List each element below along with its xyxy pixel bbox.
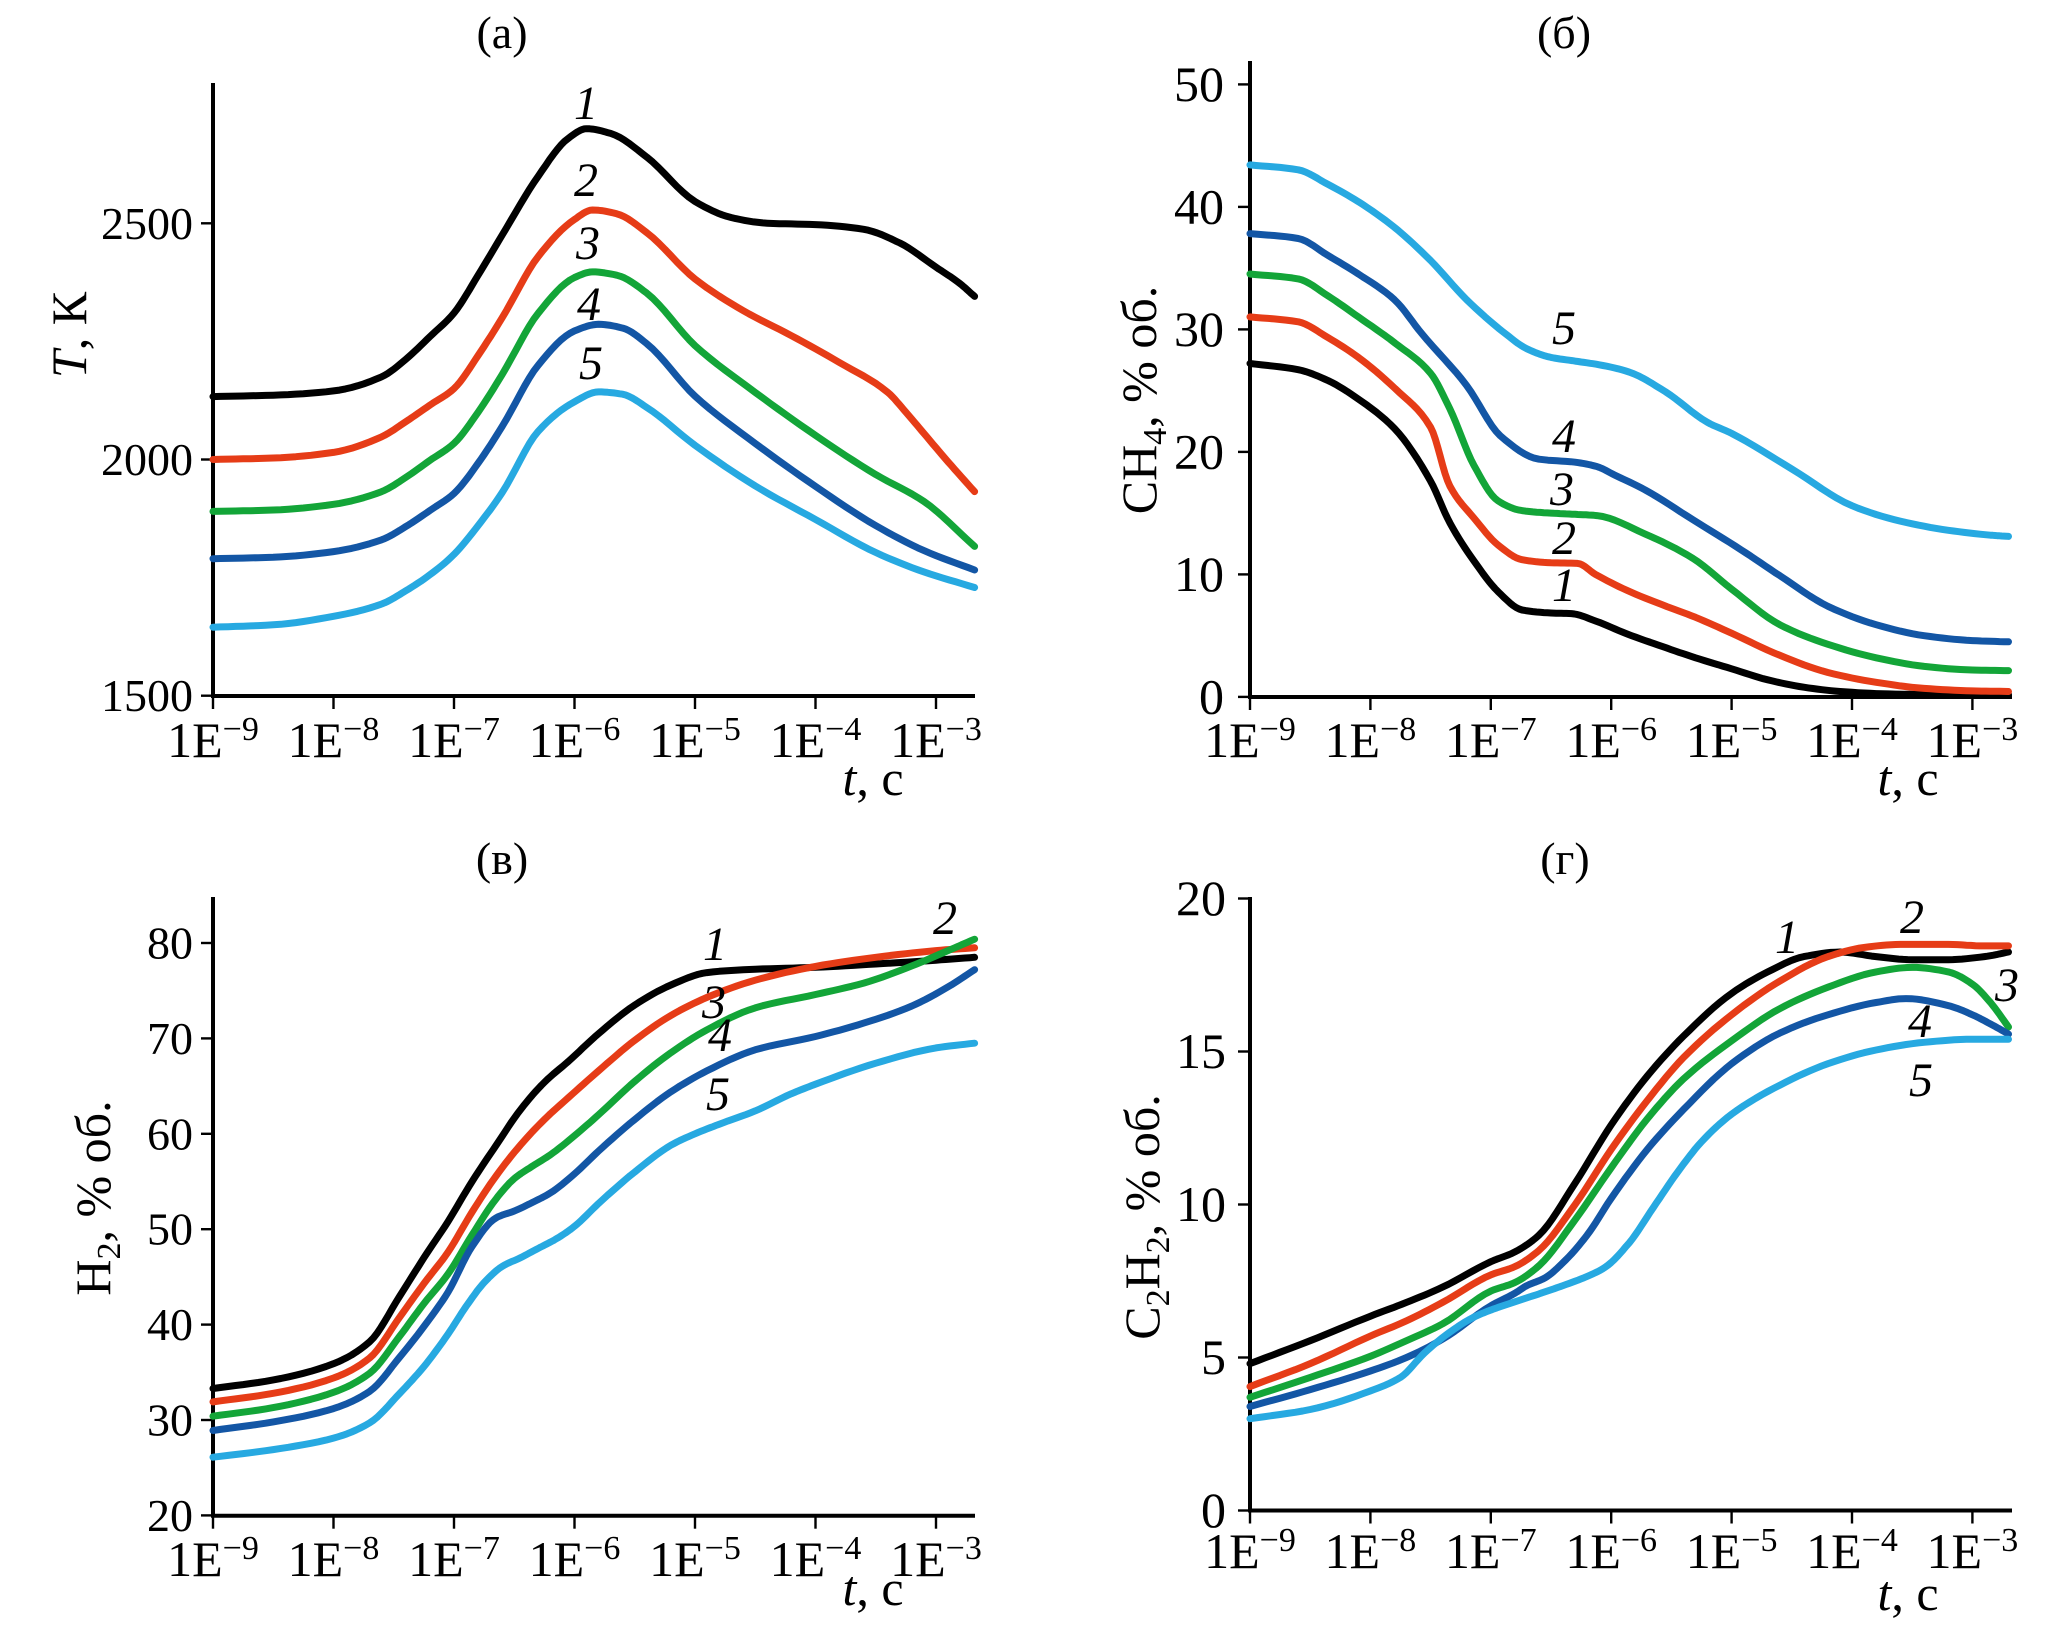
svg-text:1E−7: 1E−7 bbox=[408, 1530, 500, 1587]
svg-text:3: 3 bbox=[575, 217, 600, 270]
svg-text:10: 10 bbox=[1174, 546, 1224, 602]
svg-text:20: 20 bbox=[1174, 423, 1224, 479]
svg-text:5: 5 bbox=[1201, 1329, 1226, 1385]
svg-text:2: 2 bbox=[933, 892, 957, 945]
svg-text:1E−6: 1E−6 bbox=[1565, 1522, 1657, 1579]
svg-text:(б): (б) bbox=[1537, 7, 1591, 58]
svg-text:50: 50 bbox=[147, 1204, 193, 1255]
svg-text:T, К: T, К bbox=[41, 291, 97, 378]
svg-text:5: 5 bbox=[706, 1068, 730, 1121]
svg-text:1: 1 bbox=[703, 918, 727, 971]
svg-text:80: 80 bbox=[147, 918, 193, 969]
svg-text:4: 4 bbox=[1552, 410, 1576, 463]
svg-text:40: 40 bbox=[1174, 178, 1224, 234]
svg-text:t, с: t, с bbox=[842, 1560, 903, 1616]
svg-text:1E−4: 1E−4 bbox=[1806, 711, 1898, 768]
svg-text:(г): (г) bbox=[1540, 833, 1590, 884]
svg-text:2: 2 bbox=[1900, 891, 1924, 944]
svg-text:CH4, % об.: CH4, % об. bbox=[1111, 286, 1174, 515]
svg-text:3: 3 bbox=[1549, 463, 1574, 516]
svg-text:1E−7: 1E−7 bbox=[1445, 711, 1537, 768]
svg-text:1E−8: 1E−8 bbox=[1325, 711, 1417, 768]
svg-text:1500: 1500 bbox=[101, 670, 193, 721]
svg-text:5: 5 bbox=[579, 337, 603, 390]
svg-text:5: 5 bbox=[1909, 1054, 1933, 1107]
svg-text:60: 60 bbox=[147, 1108, 193, 1159]
svg-text:t, с: t, с bbox=[1877, 1565, 1938, 1621]
svg-text:0: 0 bbox=[1199, 668, 1224, 724]
svg-text:10: 10 bbox=[1176, 1176, 1226, 1232]
svg-text:2: 2 bbox=[574, 154, 598, 207]
svg-text:2500: 2500 bbox=[101, 198, 193, 249]
svg-text:1E−4: 1E−4 bbox=[1806, 1522, 1898, 1579]
svg-text:(а): (а) bbox=[476, 7, 527, 58]
svg-text:2: 2 bbox=[1552, 512, 1576, 565]
svg-text:50: 50 bbox=[1174, 56, 1224, 112]
svg-text:15: 15 bbox=[1176, 1023, 1226, 1079]
svg-text:1: 1 bbox=[574, 77, 598, 130]
svg-text:1: 1 bbox=[1552, 559, 1576, 612]
svg-text:0: 0 bbox=[1201, 1482, 1226, 1538]
svg-text:4: 4 bbox=[708, 1009, 732, 1062]
svg-text:30: 30 bbox=[1174, 301, 1224, 357]
svg-text:1E−5: 1E−5 bbox=[649, 1530, 741, 1587]
svg-text:t, с: t, с bbox=[842, 750, 903, 806]
svg-text:3: 3 bbox=[1994, 959, 2019, 1012]
svg-text:4: 4 bbox=[577, 278, 601, 331]
svg-text:1E−3: 1E−3 bbox=[890, 1530, 982, 1587]
svg-text:1E−9: 1E−9 bbox=[1204, 1522, 1296, 1579]
svg-text:H2, % об.: H2, % об. bbox=[65, 1100, 128, 1295]
svg-text:40: 40 bbox=[147, 1299, 193, 1350]
svg-text:2000: 2000 bbox=[101, 434, 193, 485]
svg-text:t, с: t, с bbox=[1877, 750, 1938, 806]
svg-text:(в): (в) bbox=[476, 833, 528, 884]
svg-text:20: 20 bbox=[147, 1490, 193, 1541]
svg-text:3: 3 bbox=[701, 976, 726, 1029]
svg-text:20: 20 bbox=[1176, 870, 1226, 926]
svg-text:30: 30 bbox=[147, 1395, 193, 1446]
svg-text:5: 5 bbox=[1552, 302, 1576, 355]
svg-text:4: 4 bbox=[1908, 995, 1932, 1048]
svg-text:1: 1 bbox=[1775, 911, 1799, 964]
svg-text:70: 70 bbox=[147, 1013, 193, 1064]
